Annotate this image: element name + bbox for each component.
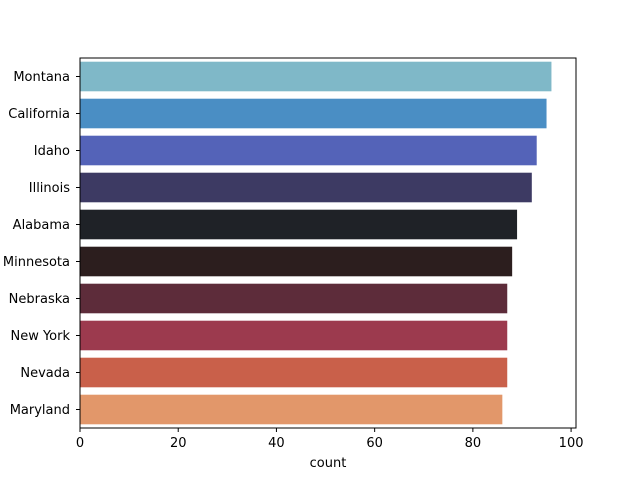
- bar-california: [80, 98, 547, 129]
- x-tick-label: 100: [559, 436, 584, 451]
- y-tick-label: Idaho: [34, 144, 70, 159]
- plot-frame: [79, 57, 577, 429]
- x-axis-title: count: [310, 456, 347, 471]
- bar-alabama: [80, 209, 518, 240]
- x-tick-label: 80: [465, 436, 482, 451]
- bar-nebraska: [80, 283, 508, 314]
- y-tick-label: New York: [10, 329, 70, 344]
- y-tick-label: Illinois: [29, 181, 70, 196]
- y-tick-label: Montana: [13, 70, 70, 85]
- bar-illinois: [80, 172, 532, 203]
- y-tick-label: Nebraska: [9, 292, 70, 307]
- y-tick-label: Alabama: [13, 218, 70, 233]
- bars-group: [80, 61, 552, 425]
- y-tick-label: Minnesota: [3, 255, 70, 270]
- bar-new-york: [80, 320, 508, 351]
- x-tick-label: 60: [366, 436, 383, 451]
- bar-idaho: [80, 135, 537, 166]
- bar-nevada: [80, 357, 508, 388]
- x-tick-label: 20: [170, 436, 187, 451]
- bar-montana: [80, 61, 552, 92]
- x-tick-label: 40: [268, 436, 285, 451]
- bar-minnesota: [80, 246, 513, 277]
- y-tick-labels: Montana California Idaho Illinois Alabama Min…: [3, 70, 80, 418]
- bar-maryland: [80, 394, 503, 425]
- x-ticks: 0 20 40 60 80 100: [76, 428, 584, 451]
- y-tick-label: Maryland: [10, 403, 70, 418]
- y-tick-label: California: [8, 107, 70, 122]
- y-tick-label: Nevada: [20, 366, 70, 381]
- x-tick-label: 0: [76, 436, 84, 451]
